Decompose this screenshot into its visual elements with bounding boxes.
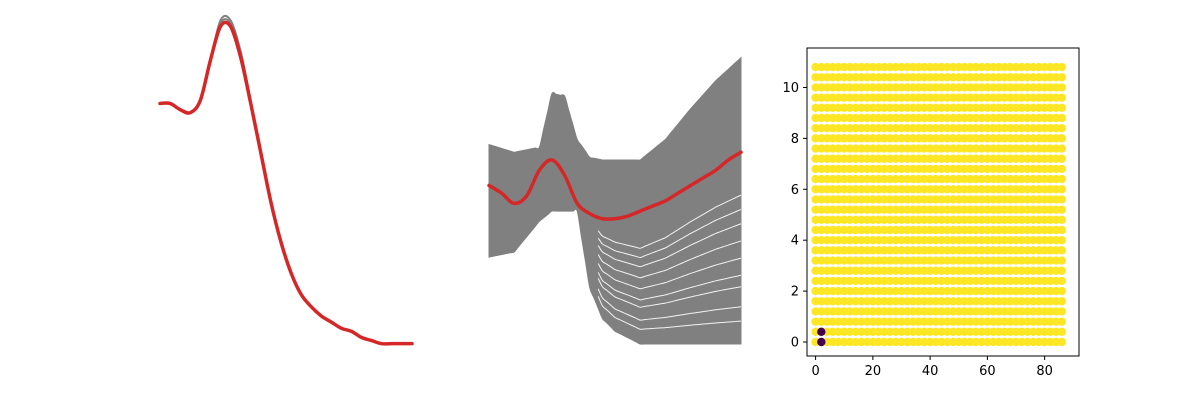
scatter-point — [1057, 174, 1067, 184]
sample-gap-line — [597, 296, 742, 330]
sample-gap-line — [597, 288, 742, 321]
sample-gap-line — [597, 278, 742, 308]
scatter-point — [1057, 266, 1067, 275]
scatter-point — [1057, 164, 1067, 174]
scatter-point — [1057, 286, 1067, 296]
y-tick-label: 4 — [791, 234, 799, 249]
scatter-point — [1057, 113, 1067, 123]
scatter-point — [1057, 307, 1067, 316]
y-tick-label: 10 — [782, 81, 799, 96]
scatter-point — [1057, 144, 1067, 153]
x-tick-label: 60 — [979, 364, 996, 379]
scatter-point-highlight — [817, 337, 826, 347]
mean-curve — [487, 150, 743, 221]
scatter-point — [1057, 185, 1067, 194]
mean-curve — [158, 20, 414, 346]
scatter-point — [1057, 62, 1067, 72]
scatter-point — [1057, 73, 1067, 82]
scatter-point — [1057, 337, 1067, 347]
scatter-point — [1057, 123, 1067, 133]
scatter-point — [1057, 134, 1067, 143]
scatter-point — [1057, 235, 1067, 245]
sample-curve — [159, 14, 412, 345]
scatter-point — [1057, 246, 1067, 255]
sample-curve — [159, 18, 412, 345]
sample-gap-line — [597, 240, 742, 279]
scatter-point — [1057, 83, 1067, 92]
scatter-point — [1057, 215, 1067, 225]
scatter-point — [1057, 205, 1067, 214]
sample-gap-line — [597, 272, 742, 301]
axes-frame — [806, 47, 1080, 357]
scatter-point — [1057, 103, 1067, 113]
y-tick-label: 2 — [791, 285, 799, 300]
sample-gap-line — [597, 257, 742, 290]
scatter-point — [1057, 327, 1067, 337]
scatter-point — [1057, 225, 1067, 235]
sample-gap-line — [597, 223, 742, 268]
scatter-point-highlight — [817, 327, 826, 337]
sample-curves-band — [488, 56, 742, 345]
scatter-point — [1057, 93, 1067, 102]
x-tick-label: 20 — [865, 364, 882, 379]
y-tick-label: 6 — [791, 183, 799, 198]
sample-gap-line — [597, 208, 742, 258]
scatter-point — [1057, 276, 1067, 286]
panel-middle-band — [487, 56, 743, 345]
scatter-point — [1057, 195, 1067, 204]
scatter-point — [1057, 297, 1067, 306]
y-tick-label: 8 — [791, 132, 799, 147]
panel-left-curves — [158, 14, 414, 346]
scatter-points — [811, 62, 1067, 347]
panel-right-scatter: 0 20 40 60 80 0 2 4 6 8 10 — [782, 47, 1080, 379]
scatter-point — [1057, 256, 1067, 265]
x-tick-label: 40 — [922, 364, 939, 379]
y-tick-label: 0 — [791, 336, 799, 351]
scatter-point — [1057, 317, 1067, 326]
sample-gap-line — [597, 194, 742, 249]
scatter-point — [1057, 154, 1067, 163]
x-tick-label: 80 — [1036, 364, 1053, 379]
x-tick-label: 0 — [811, 364, 819, 379]
